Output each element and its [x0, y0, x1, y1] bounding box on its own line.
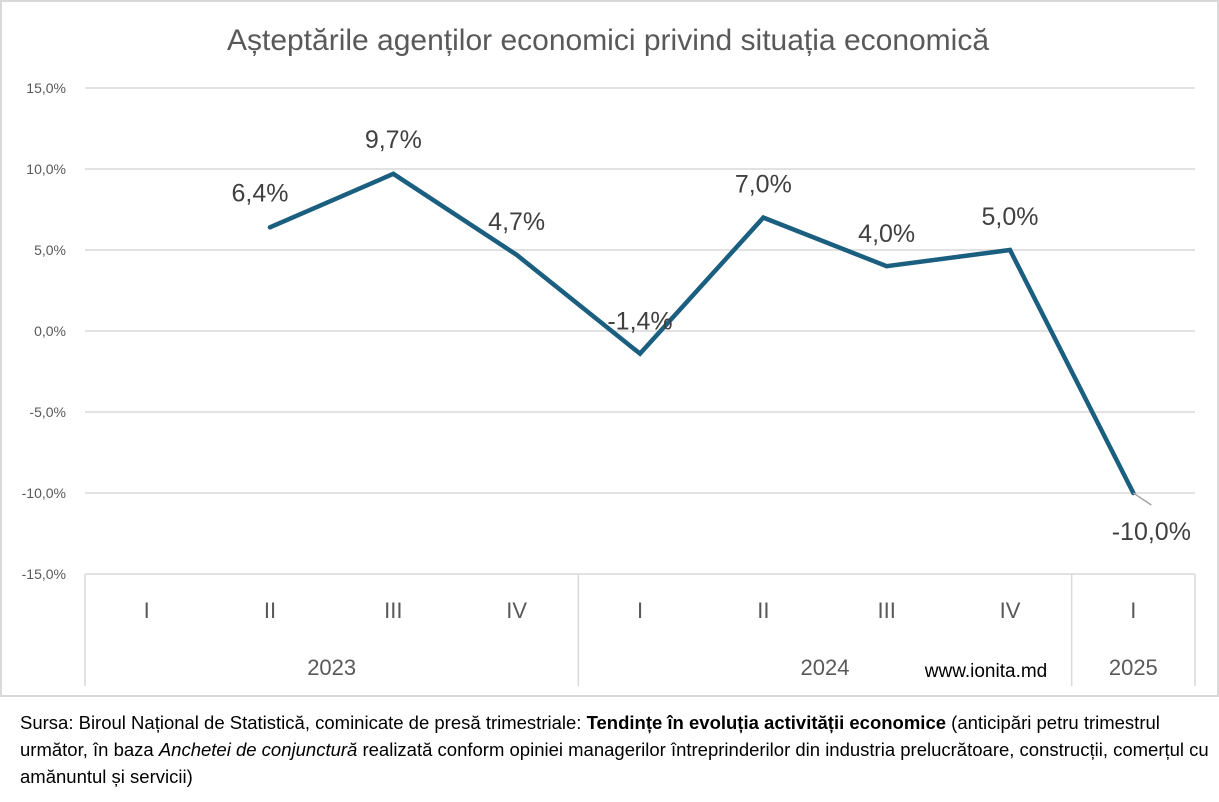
- y-tick-label: -10,0%: [22, 485, 66, 501]
- data-label: -1,4%: [607, 308, 672, 336]
- data-label: 4,0%: [858, 220, 915, 248]
- x-category-label: II: [264, 598, 276, 623]
- x-category-label: I: [1130, 598, 1136, 623]
- x-category-label: IV: [506, 598, 527, 623]
- data-label: 6,4%: [232, 179, 289, 207]
- line-chart: Așteptările agenților economici privind …: [22, 24, 1196, 686]
- data-label: 7,0%: [735, 171, 792, 199]
- y-tick-label: -5,0%: [29, 404, 66, 420]
- y-tick-label: 10,0%: [26, 161, 66, 177]
- leader-line: [1132, 492, 1152, 506]
- data-label: 5,0%: [982, 203, 1039, 231]
- data-labels: 6,4% 9,7% 4,7% -1,4% 7,0% 4,0% 5,0% -10,0%: [232, 126, 1191, 546]
- chart-title: Așteptările agenților economici privind …: [227, 24, 989, 57]
- x-category-label: III: [877, 598, 895, 623]
- data-point: [1008, 248, 1012, 252]
- source-prefix: Sursa: Biroul Național de Statistică, co…: [20, 712, 587, 733]
- data-label: -10,0%: [1112, 518, 1191, 546]
- x-category-label: II: [757, 598, 769, 623]
- x-category-label: IV: [1000, 598, 1021, 623]
- series-line: [267, 171, 1136, 496]
- x-category-label: I: [144, 598, 150, 623]
- x-group-label: 2025: [1109, 655, 1158, 680]
- data-label: 9,7%: [365, 126, 422, 154]
- y-tick-label: -15,0%: [22, 566, 66, 582]
- data-point: [884, 264, 889, 269]
- source-note: Sursa: Biroul Național de Statistică, co…: [20, 709, 1210, 790]
- y-tick-label: 5,0%: [34, 242, 66, 258]
- y-tick-label: 0,0%: [34, 323, 66, 339]
- x-category-label: I: [637, 598, 643, 623]
- data-label: 4,7%: [488, 208, 545, 236]
- data-point: [638, 351, 642, 356]
- source-middle: (anticipări petru trimestrul următor, în…: [20, 712, 1160, 760]
- chart-frame: [0, 0, 1219, 697]
- x-category-label: III: [384, 598, 402, 623]
- gridlines: [85, 87, 1195, 494]
- x-group-label: 2023: [307, 655, 356, 680]
- data-point: [761, 215, 766, 220]
- watermark-text: www.ionita.md: [924, 661, 1048, 682]
- data-point: [391, 171, 396, 176]
- source-suffix: realizată conform opiniei managerilor în…: [20, 739, 1209, 787]
- source-survey-italic: Anchetei de conjunctură: [158, 739, 358, 760]
- data-point: [514, 252, 519, 257]
- y-tick-label: 15,0%: [26, 80, 66, 96]
- source-title-bold: Tendințe în evoluția activității economi…: [586, 712, 947, 733]
- x-group-label: 2024: [801, 655, 850, 680]
- data-point: [268, 225, 272, 230]
- y-axis-ticks: 15,0% 10,0% 5,0% 0,0% -5,0% -10,0% -15,0%: [22, 80, 66, 582]
